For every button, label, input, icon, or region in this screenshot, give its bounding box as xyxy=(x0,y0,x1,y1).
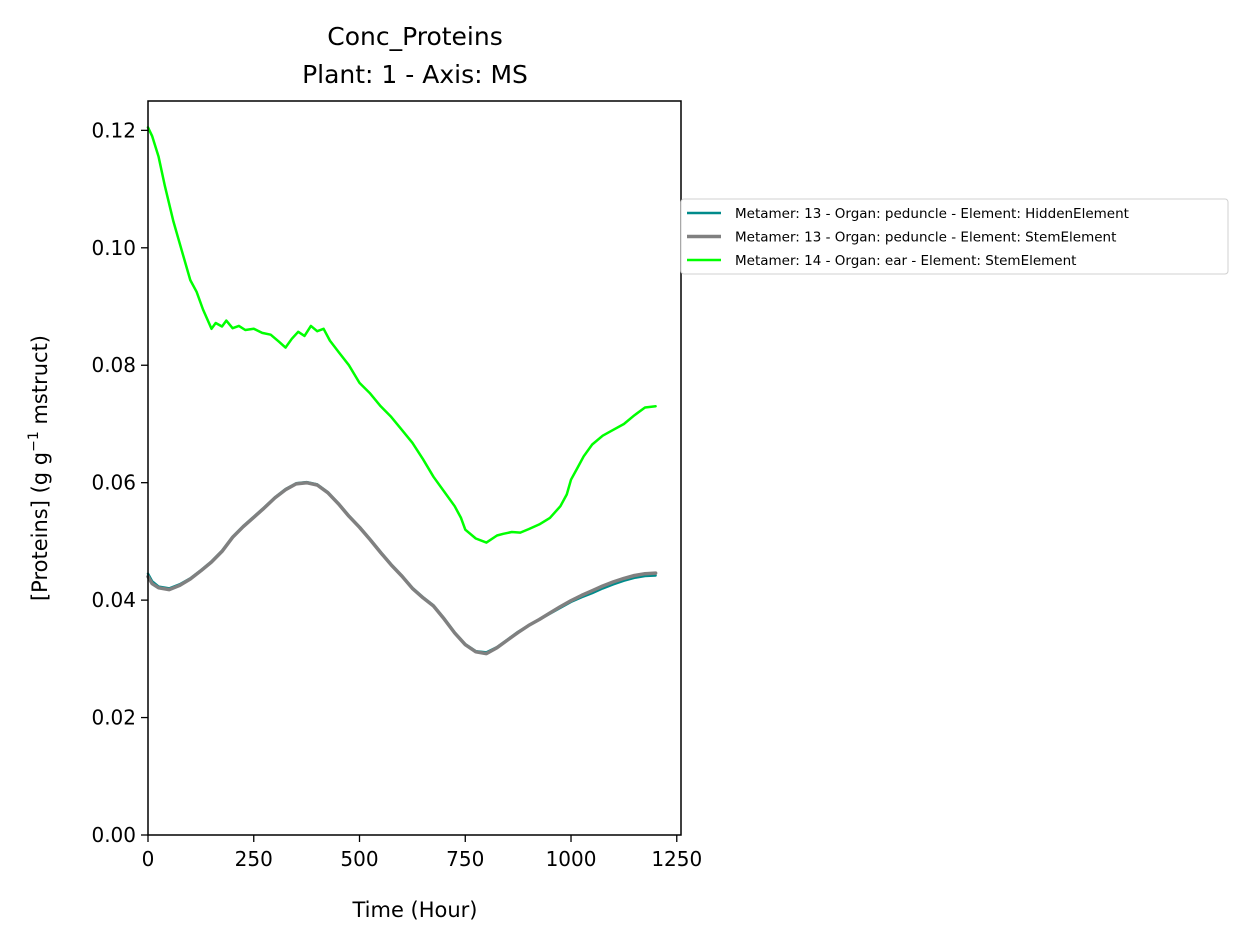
series-line-1 xyxy=(146,480,657,654)
y-tick-label: 0.04 xyxy=(91,588,136,612)
series-line-3 xyxy=(146,126,657,544)
y-tick-label: 0.02 xyxy=(91,706,136,730)
y-axis-label-superscript: −1 xyxy=(26,431,42,452)
legend-items: Metamer: 13 - Organ: peduncle - Element:… xyxy=(687,206,1129,269)
x-tick-label: 750 xyxy=(446,847,484,871)
x-tick-label: 1000 xyxy=(546,847,597,871)
legend-entry-label: Metamer: 14 - Organ: ear - Element: Stem… xyxy=(735,253,1076,269)
y-tick-label: 0.00 xyxy=(91,823,136,847)
chart-subtitle: Plant: 1 - Axis: MS xyxy=(302,60,528,89)
y-axis-label: [Proteins] (g g−1 mstruct) xyxy=(26,335,52,601)
series-line-2 xyxy=(146,480,658,656)
axis-ticks: 0 250 500 750 1000 1250 0.00 0.02 0.04 0.06 0.08 0.… xyxy=(91,118,702,871)
x-tick-label: 0 xyxy=(142,847,155,871)
x-tick-label: 500 xyxy=(340,847,378,871)
x-axis-label: Time (Hour) xyxy=(351,898,477,922)
y-axis-label-main: [Proteins] (g g xyxy=(28,452,52,601)
legend-entry-label: Metamer: 13 - Organ: peduncle - Element:… xyxy=(735,206,1129,222)
series-layer xyxy=(146,126,658,656)
legend-entry-label: Metamer: 13 - Organ: peduncle - Element:… xyxy=(735,230,1116,246)
x-tick-label: 250 xyxy=(235,847,273,871)
legend: Metamer: 13 - Organ: peduncle - Element:… xyxy=(680,198,1229,275)
y-tick-label: 0.08 xyxy=(91,353,136,377)
chart-title: Conc_Proteins xyxy=(327,22,503,51)
y-tick-label: 0.10 xyxy=(91,236,136,260)
y-tick-label: 0.12 xyxy=(91,118,136,142)
legend-box xyxy=(680,198,1229,275)
x-tick-label: 1250 xyxy=(651,847,702,871)
y-axis-label-tail: mstruct) xyxy=(28,335,52,431)
y-tick-label: 0.06 xyxy=(91,471,136,495)
plot-area-frame xyxy=(147,100,682,836)
